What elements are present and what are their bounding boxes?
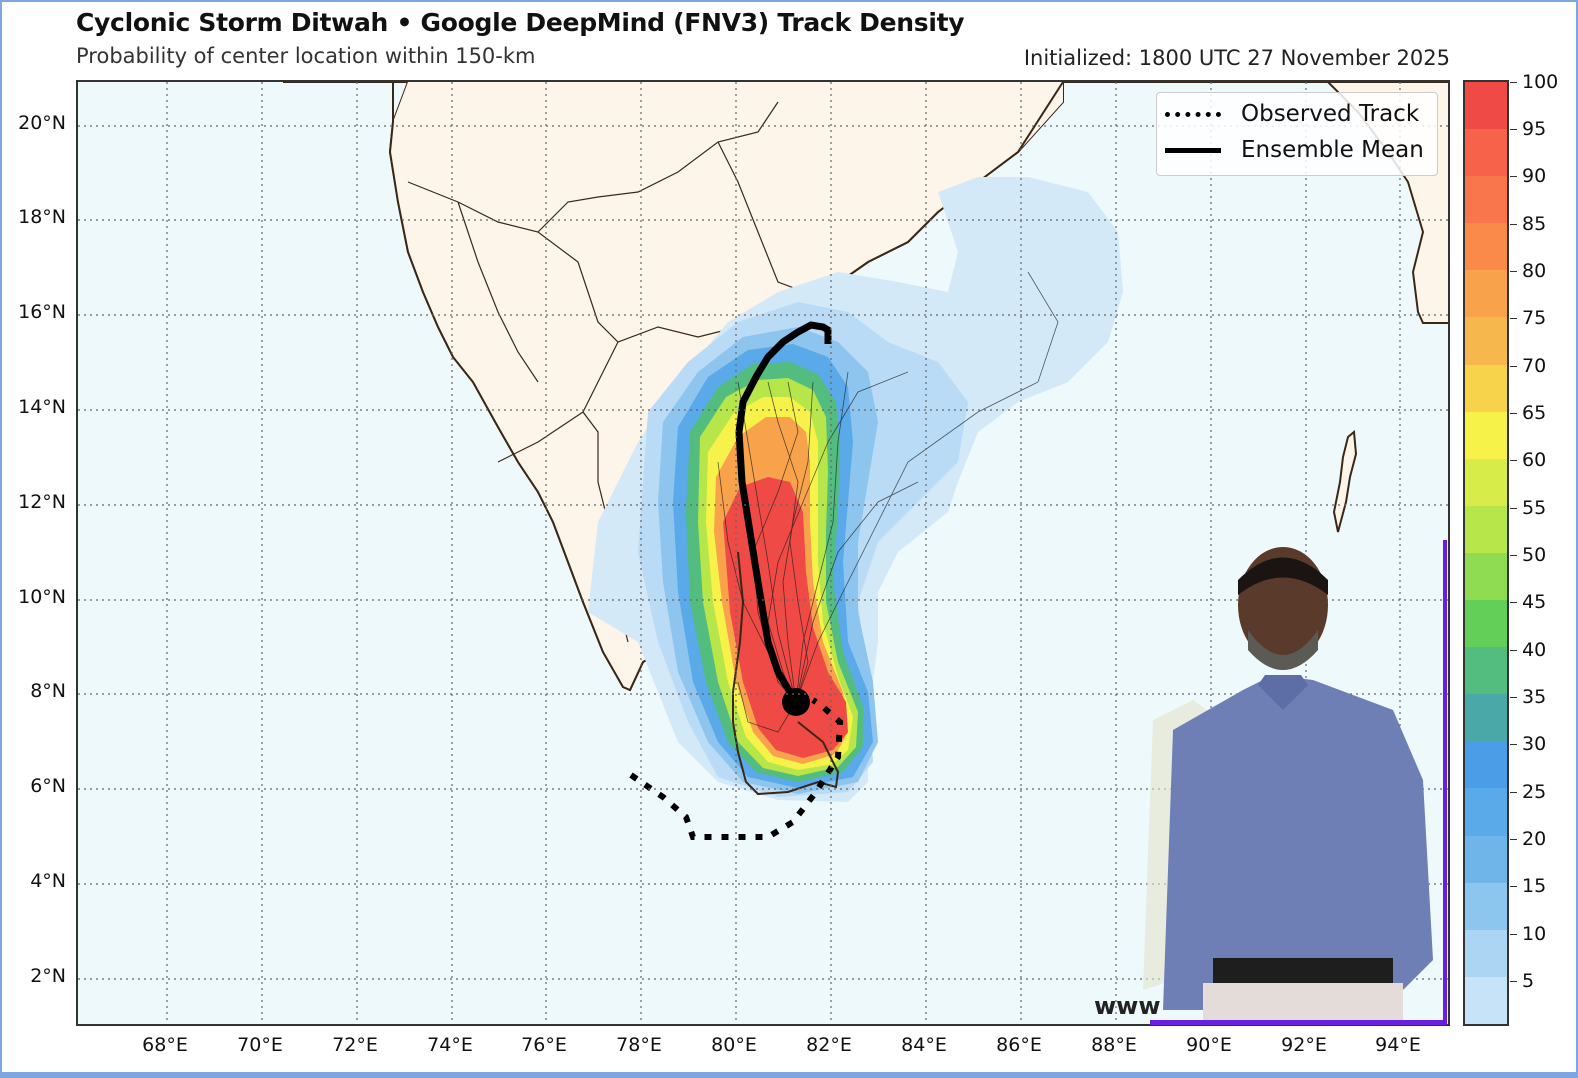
colorbar-bin bbox=[1465, 411, 1507, 459]
colorbar-tick: 5 bbox=[1510, 970, 1534, 992]
colorbar-tick: 65 bbox=[1510, 402, 1546, 424]
colorbar-tick: 35 bbox=[1510, 686, 1546, 708]
colorbar-bin bbox=[1465, 223, 1507, 271]
purple-border-vertical bbox=[1443, 540, 1447, 1025]
colorbar-bin bbox=[1465, 364, 1507, 412]
colorbar-tick: 95 bbox=[1510, 118, 1546, 140]
lon-label: 94°E bbox=[1375, 1034, 1421, 1056]
colorbar-tick: 20 bbox=[1510, 828, 1546, 850]
lat-label: 16°N bbox=[18, 301, 66, 323]
colorbar-bin bbox=[1465, 741, 1507, 789]
initialized-label: Initialized: 1800 UTC 27 November 2025 bbox=[1023, 46, 1450, 70]
colorbar-tick: 45 bbox=[1510, 591, 1546, 613]
colorbar-tick: 75 bbox=[1510, 307, 1546, 329]
colorbar-tick: 70 bbox=[1510, 355, 1546, 377]
colorbar-tick: 15 bbox=[1510, 875, 1546, 897]
colorbar-tick: 30 bbox=[1510, 733, 1546, 755]
colorbar-bin bbox=[1465, 458, 1507, 506]
lat-label: 8°N bbox=[30, 680, 66, 702]
legend-observed-track: Observed Track bbox=[1165, 99, 1419, 129]
andaman-islands bbox=[1332, 430, 1358, 533]
watermark-text: www bbox=[1094, 992, 1161, 1020]
lat-label: 14°N bbox=[18, 396, 66, 418]
legend-ensemble-mean: Ensemble Mean bbox=[1165, 135, 1424, 165]
colorbar-tick: 50 bbox=[1510, 544, 1546, 566]
colorbar-bin bbox=[1465, 788, 1507, 836]
colorbar-bin bbox=[1465, 505, 1507, 553]
lon-label: 78°E bbox=[616, 1034, 662, 1056]
colorbar-tick: 100 bbox=[1510, 71, 1558, 93]
lon-label: 76°E bbox=[521, 1034, 567, 1056]
chart-title: Cyclonic Storm Ditwah • Google DeepMind … bbox=[76, 8, 965, 37]
lon-label: 68°E bbox=[142, 1034, 188, 1056]
colorbar-tick: 80 bbox=[1510, 260, 1546, 282]
colorbar-tick: 60 bbox=[1510, 449, 1546, 471]
lat-label: 20°N bbox=[18, 112, 66, 134]
initial-position-marker bbox=[782, 688, 810, 716]
track-density-field bbox=[588, 177, 1123, 802]
legend-observed-label: Observed Track bbox=[1241, 101, 1420, 127]
lon-label: 72°E bbox=[332, 1034, 378, 1056]
lon-label: 74°E bbox=[427, 1034, 473, 1056]
colorbar-bin bbox=[1465, 882, 1507, 930]
lon-label: 70°E bbox=[237, 1034, 283, 1056]
lon-label: 82°E bbox=[806, 1034, 852, 1056]
lon-label: 90°E bbox=[1186, 1034, 1232, 1056]
ensemble-mean-track-line bbox=[735, 321, 832, 704]
lat-label: 4°N bbox=[30, 870, 66, 892]
lat-label: 10°N bbox=[18, 586, 66, 608]
purple-border-horizontal bbox=[1150, 1020, 1447, 1025]
lon-label: 92°E bbox=[1281, 1034, 1327, 1056]
colorbar-bin bbox=[1465, 552, 1507, 601]
observed-track-line bbox=[629, 697, 844, 840]
colorbar-bin bbox=[1465, 600, 1507, 648]
colorbar-bin bbox=[1465, 647, 1507, 695]
colorbar-bin bbox=[1465, 82, 1507, 130]
lat-label: 18°N bbox=[18, 206, 66, 228]
lat-label: 12°N bbox=[18, 491, 66, 513]
colorbar bbox=[1463, 80, 1509, 1026]
lat-label: 6°N bbox=[30, 775, 66, 797]
colorbar-tick: 85 bbox=[1510, 213, 1546, 235]
colorbar-bin bbox=[1465, 129, 1507, 177]
map-legend: Observed Track Ensemble Mean bbox=[1156, 92, 1438, 176]
dotted-line-icon bbox=[1165, 111, 1221, 117]
colorbar-bin bbox=[1465, 694, 1507, 742]
gridlines bbox=[78, 82, 1448, 1024]
colorbar-bin bbox=[1465, 176, 1507, 224]
map-canvas bbox=[78, 82, 1448, 1024]
chart-subtitle: Probability of center location within 15… bbox=[76, 44, 536, 68]
lon-label: 88°E bbox=[1091, 1034, 1137, 1056]
colorbar-bin bbox=[1465, 929, 1507, 977]
solid-line-icon bbox=[1165, 147, 1221, 153]
colorbar-bin bbox=[1465, 976, 1507, 1024]
lon-label: 84°E bbox=[901, 1034, 947, 1056]
colorbar-bin bbox=[1465, 317, 1507, 365]
state-borders bbox=[407, 101, 819, 643]
colorbar-tick: 10 bbox=[1510, 923, 1546, 945]
colorbar-tick: 55 bbox=[1510, 497, 1546, 519]
colorbar-tick: 25 bbox=[1510, 781, 1546, 803]
colorbar-tick: 90 bbox=[1510, 165, 1546, 187]
person-photo-overlay bbox=[1143, 547, 1433, 1023]
colorbar-bin bbox=[1465, 270, 1507, 318]
colorbar-tick: 40 bbox=[1510, 639, 1546, 661]
lat-label: 2°N bbox=[30, 965, 66, 987]
colorbar-bin bbox=[1465, 835, 1507, 883]
lon-label: 80°E bbox=[711, 1034, 757, 1056]
legend-mean-label: Ensemble Mean bbox=[1241, 137, 1424, 163]
lon-label: 86°E bbox=[996, 1034, 1042, 1056]
